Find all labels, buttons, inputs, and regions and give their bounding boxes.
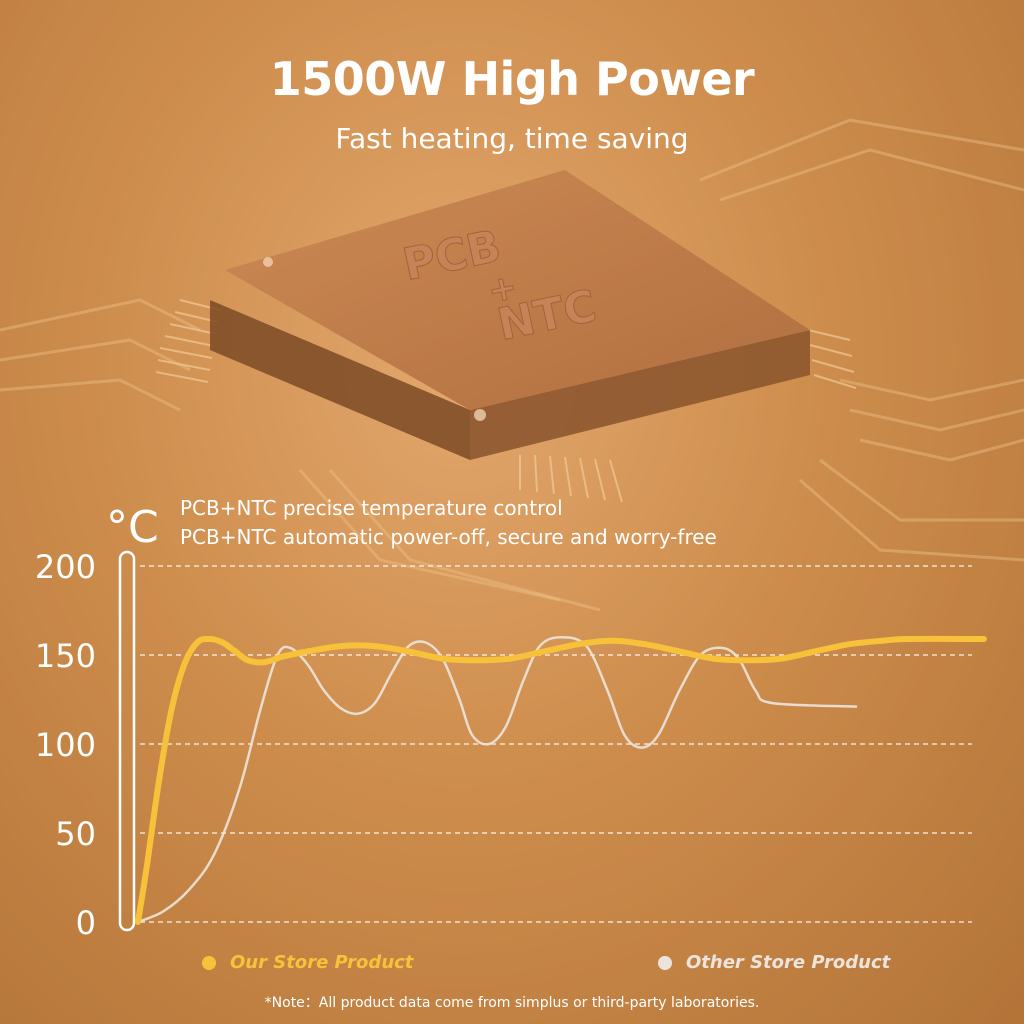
page-title: 1500W High Power — [269, 52, 755, 106]
series-line-our-store — [135, 635, 987, 925]
legend-dot-other-store — [658, 955, 672, 970]
feature-note-1: PCB+NTC precise temperature control — [180, 496, 563, 520]
y-tick-label-150: 150 — [35, 637, 96, 675]
legend-other-store: Other Store Product — [658, 952, 890, 973]
legend-dot-our-store — [202, 955, 216, 970]
y-tick-label-50: 50 — [55, 815, 96, 853]
feature-note-2: PCB+NTC automatic power-off, secure and … — [180, 525, 717, 549]
legend-label-other-store: Other Store Product — [686, 952, 891, 973]
footnote: *Note：All product data come from simplus… — [264, 995, 760, 1011]
y-tick-label-200: 200 — [35, 548, 96, 586]
y-axis-bar — [118, 550, 136, 932]
y-tick-label-0: 0 — [76, 904, 96, 942]
series-line-other-store — [137, 635, 858, 924]
legend-label-our-store: Our Store Product — [230, 952, 414, 973]
legend-our-store: Our Store Product — [202, 952, 413, 973]
y-tick-label-100: 100 — [35, 726, 96, 764]
page-subtitle: Fast heating, time saving — [335, 122, 689, 155]
y-axis-unit-label: °C — [106, 502, 159, 553]
